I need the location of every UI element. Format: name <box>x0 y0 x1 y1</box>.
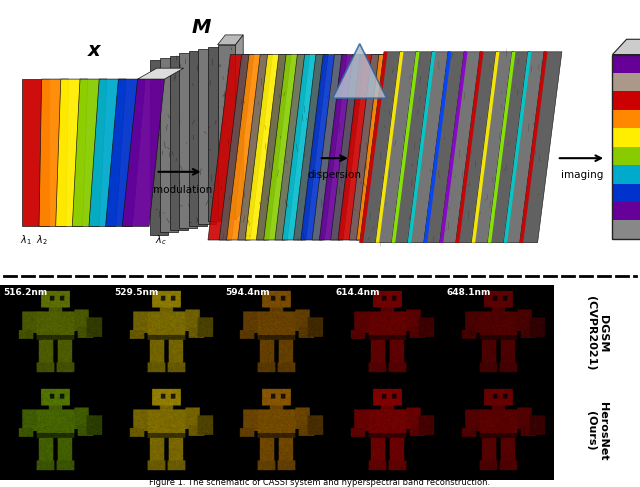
Polygon shape <box>612 184 640 202</box>
Polygon shape <box>349 55 384 240</box>
Polygon shape <box>612 128 640 147</box>
Text: M: M <box>191 18 211 37</box>
Polygon shape <box>376 52 418 243</box>
Polygon shape <box>89 79 126 226</box>
Polygon shape <box>520 52 548 243</box>
Polygon shape <box>612 221 640 239</box>
Text: modulation: modulation <box>153 186 212 195</box>
Text: 516.2nm: 516.2nm <box>3 288 47 297</box>
Text: $\lambda_1$: $\lambda_1$ <box>20 233 31 247</box>
Text: Figure 1. The schematic of CASSI system and hyperspectral band reconstruction.: Figure 1. The schematic of CASSI system … <box>149 478 491 487</box>
Polygon shape <box>612 73 640 92</box>
Polygon shape <box>198 49 216 224</box>
Polygon shape <box>208 47 226 222</box>
Polygon shape <box>456 52 484 243</box>
Polygon shape <box>294 55 328 240</box>
Text: imaging: imaging <box>561 170 604 180</box>
Text: 594.4nm: 594.4nm <box>225 288 269 297</box>
Polygon shape <box>424 52 466 243</box>
Text: $\lambda_2$: $\lambda_2$ <box>36 233 48 247</box>
Polygon shape <box>264 55 307 240</box>
Polygon shape <box>208 55 251 240</box>
Polygon shape <box>22 79 49 226</box>
Polygon shape <box>612 202 640 221</box>
Polygon shape <box>440 52 467 243</box>
Polygon shape <box>440 52 482 243</box>
Polygon shape <box>106 79 145 226</box>
Polygon shape <box>301 55 344 240</box>
Polygon shape <box>282 55 325 240</box>
Polygon shape <box>189 51 207 226</box>
Text: HerosNet
(Ours): HerosNet (Ours) <box>586 402 607 460</box>
Polygon shape <box>612 39 640 55</box>
Polygon shape <box>331 55 365 240</box>
Polygon shape <box>472 52 499 243</box>
Polygon shape <box>39 79 68 226</box>
Text: x: x <box>88 41 100 60</box>
Polygon shape <box>360 52 402 243</box>
Polygon shape <box>319 55 362 240</box>
Text: 614.4nm: 614.4nm <box>335 288 380 297</box>
Polygon shape <box>333 44 387 98</box>
Polygon shape <box>236 35 243 219</box>
Polygon shape <box>150 60 168 235</box>
Polygon shape <box>257 55 291 240</box>
Polygon shape <box>376 52 404 243</box>
Polygon shape <box>227 55 269 240</box>
Polygon shape <box>138 68 184 79</box>
Polygon shape <box>218 35 243 45</box>
Polygon shape <box>72 79 107 226</box>
Polygon shape <box>338 55 381 240</box>
Text: DGSM
(CVPR2021): DGSM (CVPR2021) <box>586 297 607 371</box>
Polygon shape <box>245 55 288 240</box>
Text: 648.1nm: 648.1nm <box>446 288 491 297</box>
Polygon shape <box>472 52 514 243</box>
Polygon shape <box>488 52 530 243</box>
Polygon shape <box>392 52 420 243</box>
Text: dispersion: dispersion <box>308 170 362 180</box>
Polygon shape <box>368 55 403 240</box>
Polygon shape <box>238 55 273 240</box>
Polygon shape <box>520 52 562 243</box>
Polygon shape <box>220 55 254 240</box>
Polygon shape <box>160 58 178 232</box>
Text: 529.5nm: 529.5nm <box>114 288 159 297</box>
Polygon shape <box>375 55 418 240</box>
Polygon shape <box>456 52 498 243</box>
Polygon shape <box>179 54 197 228</box>
Polygon shape <box>122 79 164 226</box>
Polygon shape <box>218 45 236 219</box>
Polygon shape <box>612 92 640 110</box>
Polygon shape <box>612 110 640 128</box>
Polygon shape <box>504 52 531 243</box>
Polygon shape <box>275 55 310 240</box>
Polygon shape <box>170 56 188 230</box>
Polygon shape <box>387 55 421 240</box>
Polygon shape <box>392 52 434 243</box>
Polygon shape <box>356 55 399 240</box>
Polygon shape <box>612 147 640 165</box>
Polygon shape <box>360 52 388 243</box>
Polygon shape <box>612 165 640 184</box>
Polygon shape <box>408 52 435 243</box>
Polygon shape <box>424 52 452 243</box>
Polygon shape <box>488 52 516 243</box>
Polygon shape <box>312 55 347 240</box>
Polygon shape <box>408 52 450 243</box>
Polygon shape <box>56 79 88 226</box>
Polygon shape <box>612 55 640 73</box>
Text: $\lambda_c$: $\lambda_c$ <box>155 233 166 247</box>
Polygon shape <box>504 52 546 243</box>
